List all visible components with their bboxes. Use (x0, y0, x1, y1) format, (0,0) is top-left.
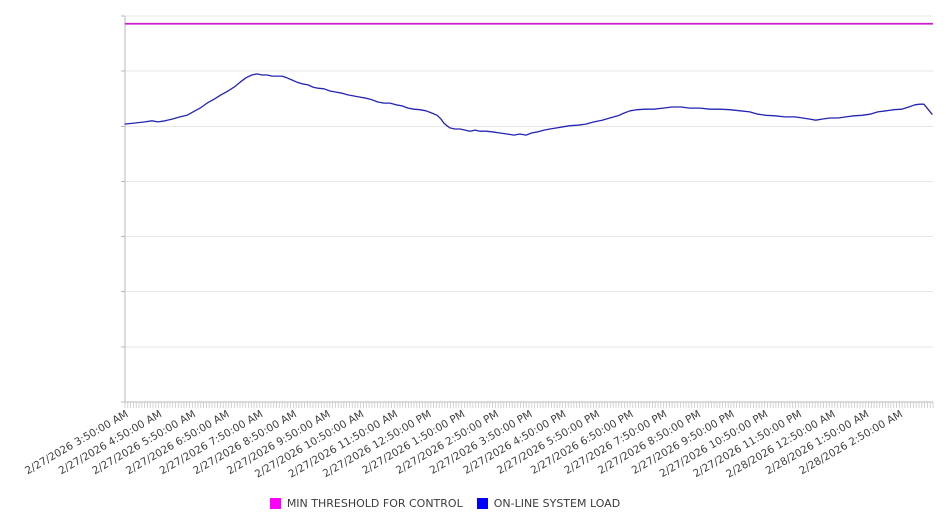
legend-label-min-threshold: MIN THRESHOLD FOR CONTROL (286, 497, 463, 510)
system-load-line (124, 73, 933, 136)
legend-label-online-system-load: ON-LINE SYSTEM LOAD (493, 497, 621, 510)
legend-item-online-system-load: ON-LINE SYSTEM LOAD (476, 497, 621, 510)
legend-swatch-blue-icon (476, 498, 488, 509)
plot-area: 2/27/2026 3:50:00 AM2/27/2026 4:50:00 AM… (23, 15, 934, 481)
chart-legend: MIN THRESHOLD FOR CONTROL ON-LINE SYSTEM… (0, 497, 918, 510)
legend-item-min-threshold-for-control: MIN THRESHOLD FOR CONTROL (269, 497, 463, 510)
legend-swatch-magenta-icon (269, 498, 281, 509)
